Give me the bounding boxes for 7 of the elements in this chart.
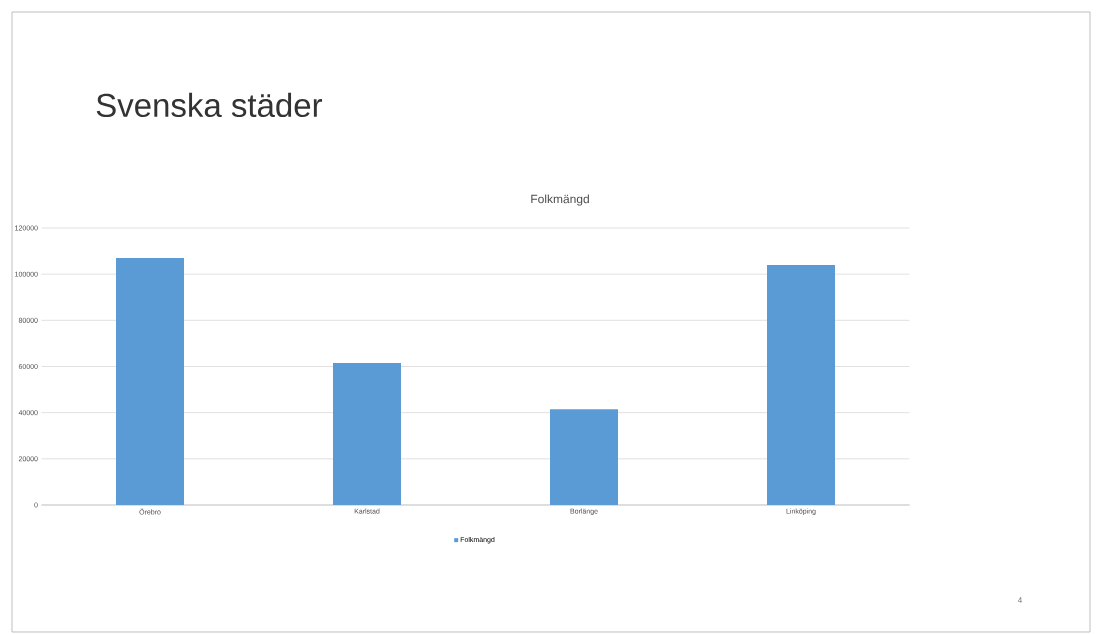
chart-subtitle: Folkmängd xyxy=(531,194,589,206)
bar xyxy=(550,409,618,505)
text: 4 xyxy=(1017,597,1022,603)
chart-title: Svenska städer xyxy=(96,92,323,118)
bar xyxy=(116,258,185,505)
bar xyxy=(333,363,402,505)
bar xyxy=(767,264,835,505)
